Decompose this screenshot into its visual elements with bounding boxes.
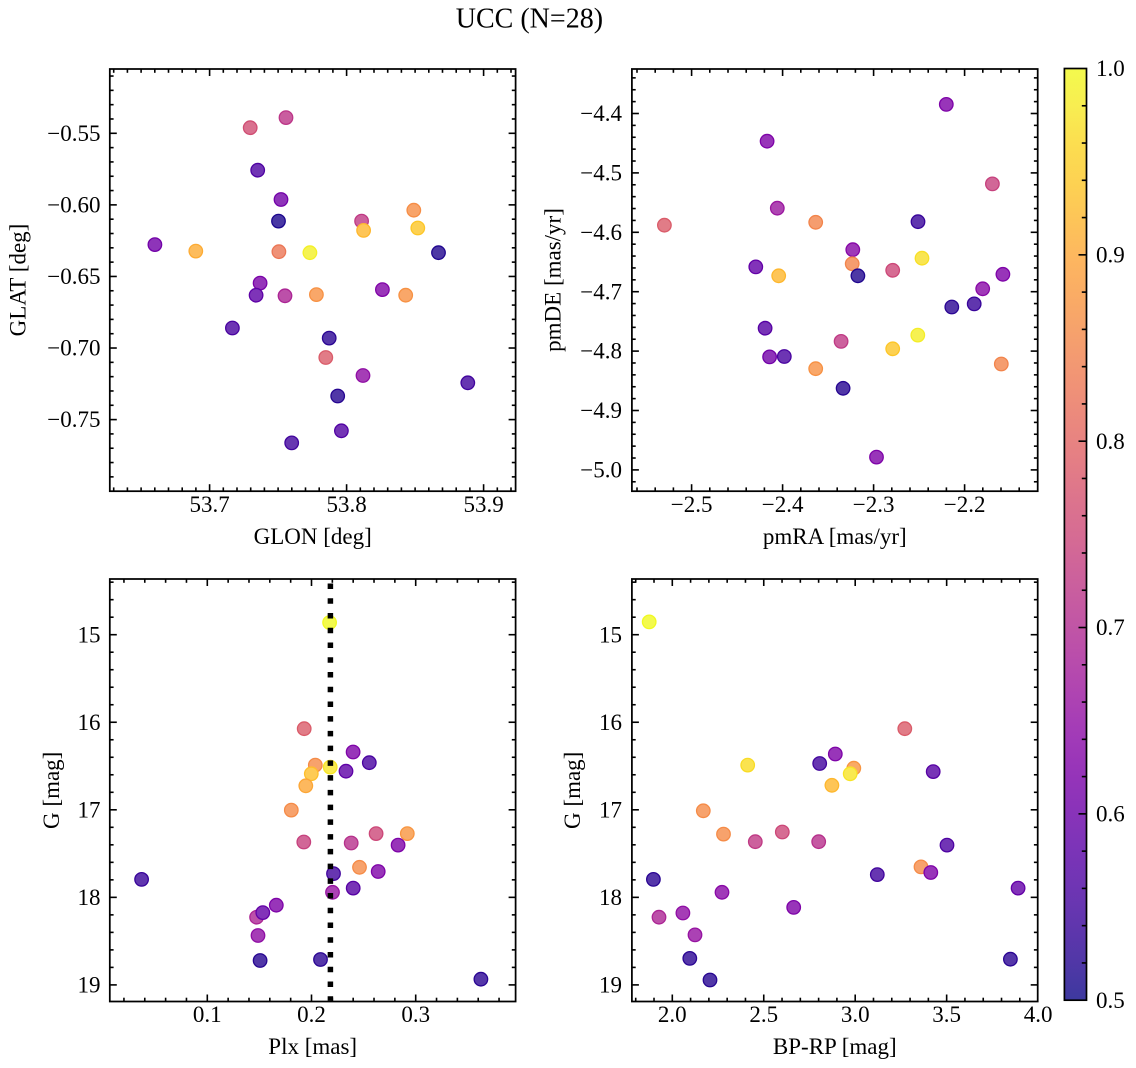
svg-text:2.0: 2.0 (658, 1002, 687, 1027)
svg-text:−0.60: −0.60 (47, 193, 100, 218)
svg-text:BP-RP [mag]: BP-RP [mag] (773, 1034, 897, 1059)
svg-text:−2.4: −2.4 (762, 492, 804, 517)
svg-text:17: 17 (599, 797, 622, 822)
svg-text:53.8: 53.8 (326, 492, 366, 517)
svg-text:1.0: 1.0 (1096, 56, 1125, 81)
svg-text:−2.2: −2.2 (944, 492, 986, 517)
svg-text:53.9: 53.9 (463, 492, 503, 517)
svg-text:−4.7: −4.7 (580, 279, 622, 304)
svg-text:0.1: 0.1 (193, 1002, 222, 1027)
svg-text:GLON [deg]: GLON [deg] (254, 524, 372, 549)
svg-text:pmRA [mas/yr]: pmRA [mas/yr] (763, 524, 907, 549)
svg-text:0.9: 0.9 (1096, 242, 1125, 267)
svg-text:2.5: 2.5 (749, 1002, 778, 1027)
svg-text:−4.9: −4.9 (580, 398, 622, 423)
svg-text:GLAT [deg]: GLAT [deg] (5, 224, 30, 337)
svg-text:UCC (N=28): UCC (N=28) (456, 4, 603, 35)
svg-text:−2.3: −2.3 (853, 492, 895, 517)
svg-text:−0.65: −0.65 (47, 264, 100, 289)
svg-text:−5.0: −5.0 (580, 458, 622, 483)
svg-text:−4.8: −4.8 (580, 339, 622, 364)
svg-text:0.2: 0.2 (297, 1002, 326, 1027)
svg-text:18: 18 (599, 885, 622, 910)
svg-text:0.3: 0.3 (401, 1002, 430, 1027)
svg-text:−0.75: −0.75 (47, 407, 100, 432)
svg-text:G [mag]: G [mag] (560, 752, 585, 829)
svg-text:−4.6: −4.6 (580, 220, 622, 245)
svg-text:4.0: 4.0 (1024, 1002, 1053, 1027)
svg-text:G [mag]: G [mag] (39, 752, 64, 829)
svg-text:3.0: 3.0 (841, 1002, 870, 1027)
svg-text:−2.5: −2.5 (671, 492, 713, 517)
svg-text:16: 16 (78, 710, 101, 735)
svg-text:15: 15 (599, 622, 622, 647)
svg-text:19: 19 (599, 973, 622, 998)
svg-text:17: 17 (78, 797, 101, 822)
svg-text:0.6: 0.6 (1096, 802, 1125, 827)
svg-text:0.7: 0.7 (1096, 615, 1125, 640)
svg-text:Plx [mas]: Plx [mas] (268, 1034, 357, 1059)
svg-text:53.7: 53.7 (189, 492, 229, 517)
svg-text:0.5: 0.5 (1096, 988, 1125, 1013)
svg-text:−4.4: −4.4 (580, 101, 622, 126)
svg-text:15: 15 (78, 622, 101, 647)
svg-text:−0.70: −0.70 (47, 336, 100, 361)
svg-text:19: 19 (78, 973, 101, 998)
svg-text:pmDE [mas/yr]: pmDE [mas/yr] (541, 208, 566, 352)
svg-text:−4.5: −4.5 (580, 161, 622, 186)
svg-text:18: 18 (78, 885, 101, 910)
svg-text:16: 16 (599, 710, 622, 735)
svg-text:−0.55: −0.55 (47, 121, 100, 146)
svg-text:3.5: 3.5 (932, 1002, 961, 1027)
svg-text:0.8: 0.8 (1096, 429, 1125, 454)
